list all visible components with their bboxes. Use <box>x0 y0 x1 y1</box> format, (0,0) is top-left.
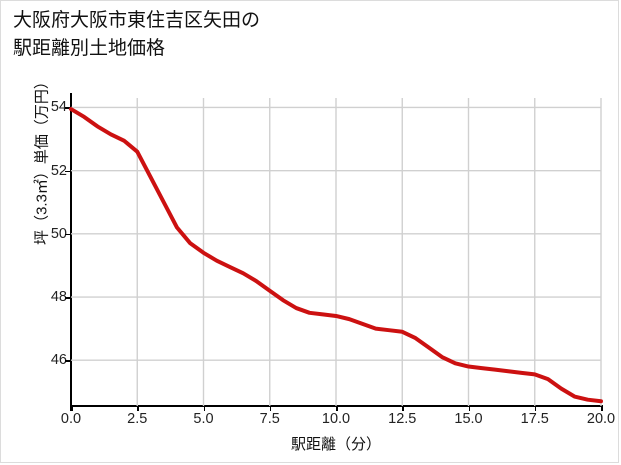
x-tick-label: 20.0 <box>586 411 616 427</box>
y-tick-mark <box>65 233 70 236</box>
x-tick-label: 10.0 <box>321 411 351 427</box>
x-tick-label: 15.0 <box>454 411 483 427</box>
x-tick-mark <box>468 406 470 411</box>
data-line-series <box>69 107 603 404</box>
x-tick-label: 17.5 <box>520 411 549 427</box>
x-tick-label: 12.5 <box>388 411 417 427</box>
x-tick-mark <box>601 406 603 411</box>
x-axis-label: 駅距離（分） <box>290 436 381 453</box>
y-axis-label: 坪（3.3㎡）単価（万円） <box>33 74 51 245</box>
y-tick-mark <box>65 360 70 362</box>
x-tick-label: 2.5 <box>127 411 148 427</box>
y-tick-label: 46 <box>50 352 67 369</box>
x-tick-mark <box>269 406 272 411</box>
y-axis-spine <box>70 93 72 411</box>
y-tick-label: 48 <box>50 289 67 305</box>
y-tick-mark <box>65 297 70 299</box>
y-tick-mark <box>65 107 70 109</box>
y-tick-mark <box>65 170 70 173</box>
plot-area <box>69 98 603 406</box>
x-tick-label: 7.5 <box>259 411 280 427</box>
x-tick-mark <box>203 406 205 411</box>
x-tick-label: 0.0 <box>60 411 82 427</box>
grid-lines <box>71 98 602 406</box>
y-tick-label: 52 <box>50 162 67 179</box>
y-axis-ticks: 46 48 50 52 54 <box>19 1 70 464</box>
x-tick-mark <box>336 406 338 411</box>
x-tick-mark <box>534 406 537 411</box>
x-tick-mark <box>402 406 404 411</box>
x-tick-mark <box>137 406 139 411</box>
x-tick-label: 5.0 <box>193 411 214 427</box>
page-title: 大阪府大阪市東住吉区矢田の 駅距離別土地価格 <box>13 10 261 59</box>
y-tick-label: 50 <box>50 225 67 242</box>
x-tick-mark <box>71 406 73 411</box>
y-tick-label: 54 <box>50 99 67 116</box>
